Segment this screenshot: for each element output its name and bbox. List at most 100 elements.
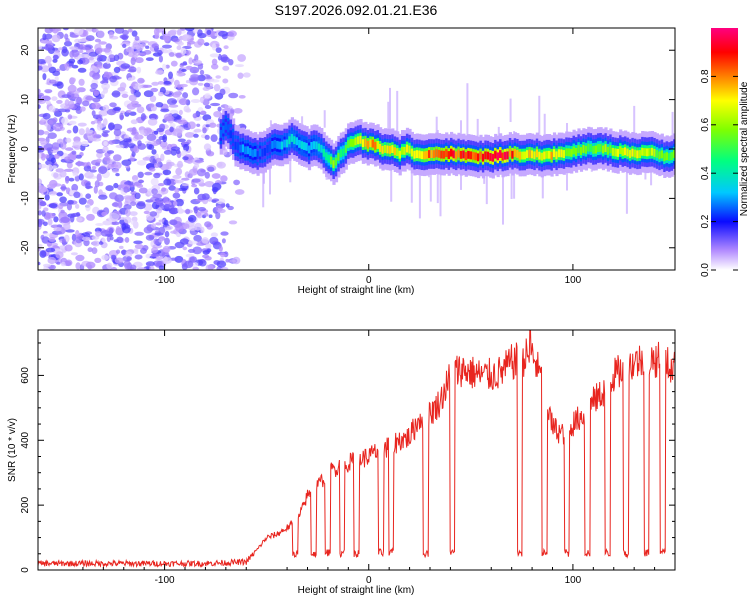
ridge-cell xyxy=(320,144,324,153)
noise-speckle xyxy=(38,88,41,94)
noise-speckle xyxy=(184,260,194,269)
noise-speckle xyxy=(81,162,89,167)
noise-speckle xyxy=(92,130,97,139)
ridge-cell xyxy=(601,145,606,154)
ridge-cell xyxy=(484,151,488,160)
noise-speckle xyxy=(209,122,217,128)
noise-speckle xyxy=(183,143,190,152)
noise-speckle xyxy=(52,123,60,131)
noise-speckle xyxy=(206,29,212,35)
ridge-cell xyxy=(523,151,527,160)
x-tick-label: 0 xyxy=(366,275,372,286)
noise-speckle xyxy=(47,132,57,139)
ridge-cell xyxy=(508,148,512,157)
noise-speckle xyxy=(220,203,226,208)
noise-speckle xyxy=(180,47,187,55)
noise-speckle xyxy=(134,35,140,41)
ridge-cell xyxy=(540,152,544,161)
ridge-cell xyxy=(459,150,463,159)
noise-speckle xyxy=(134,134,144,140)
ridge-cell xyxy=(229,130,233,139)
ridge-cell xyxy=(626,148,630,157)
noise-speckle xyxy=(58,204,64,210)
noise-speckle xyxy=(211,58,218,66)
ridge-cell xyxy=(408,145,412,154)
noise-speckle xyxy=(121,159,132,166)
noise-speckle xyxy=(136,267,147,270)
noise-speckle xyxy=(202,86,210,91)
colorbar-tick-label: 0.0 xyxy=(700,263,711,277)
x-tick-label: 100 xyxy=(565,575,582,586)
noise-speckle xyxy=(95,47,103,55)
ridge-cell xyxy=(396,148,400,156)
ridge-cell xyxy=(236,142,241,151)
noise-speckle xyxy=(211,198,220,202)
faint-streak xyxy=(485,171,488,205)
noise-speckle xyxy=(91,166,97,170)
x-tick-label: 100 xyxy=(565,275,582,286)
noise-speckle xyxy=(178,98,188,106)
noise-speckle xyxy=(136,66,142,74)
noise-speckle xyxy=(123,204,132,210)
noise-speckle xyxy=(71,49,80,57)
noise-speckle xyxy=(235,64,244,68)
noise-speckle xyxy=(91,235,100,240)
noise-speckle xyxy=(44,55,52,64)
noise-speckle xyxy=(59,196,67,203)
ridge-cell xyxy=(653,148,657,157)
noise-speckle xyxy=(225,258,230,263)
noise-speckle xyxy=(70,77,76,83)
noise-speckle xyxy=(51,96,58,101)
ridge-cell xyxy=(310,142,314,150)
noise-speckle xyxy=(210,232,218,237)
noise-speckle xyxy=(158,238,163,243)
noise-speckle xyxy=(124,263,131,269)
noise-speckle xyxy=(68,120,77,125)
noise-speckle xyxy=(204,105,212,109)
noise-speckle xyxy=(69,214,75,223)
noise-speckle xyxy=(71,233,77,242)
ridge-cell xyxy=(315,141,319,150)
noise-speckle xyxy=(46,164,53,172)
noise-speckle xyxy=(109,102,117,108)
noise-speckle xyxy=(199,96,205,104)
noise-speckle xyxy=(150,253,160,257)
noise-speckle xyxy=(43,221,48,227)
noise-speckle xyxy=(69,46,79,51)
noise-speckle xyxy=(76,217,83,222)
ridge-cell xyxy=(234,141,238,150)
noise-speckle xyxy=(185,208,191,215)
noise-speckle xyxy=(53,227,62,232)
noise-speckle xyxy=(123,141,130,149)
noise-speckle xyxy=(154,31,160,40)
noise-speckle xyxy=(38,152,42,160)
noise-speckle xyxy=(164,230,170,238)
ridge-cell xyxy=(281,141,285,150)
noise-speckle xyxy=(48,237,56,242)
noise-speckle xyxy=(123,138,132,143)
noise-speckle xyxy=(80,106,86,112)
ridge-cell xyxy=(261,148,265,157)
noise-speckle xyxy=(94,180,100,188)
snr-marks xyxy=(38,330,675,569)
noise-speckle xyxy=(162,134,168,143)
noise-speckle xyxy=(217,106,222,112)
noise-speckle xyxy=(162,33,172,42)
noise-speckle xyxy=(202,250,210,255)
noise-speckle xyxy=(95,162,101,167)
noise-speckle xyxy=(98,241,104,245)
noise-speckle xyxy=(222,78,229,84)
ridge-cell xyxy=(332,160,336,169)
ridge-cell xyxy=(334,157,339,166)
noise-speckle xyxy=(225,203,230,208)
noise-speckle xyxy=(85,203,91,212)
noise-speckle xyxy=(145,140,154,144)
ridge-cell xyxy=(481,153,486,162)
noise-speckle xyxy=(136,160,147,166)
noise-speckle xyxy=(63,63,70,68)
noise-speckle xyxy=(176,149,181,155)
snr-series-line xyxy=(38,330,675,569)
noise-speckle xyxy=(176,45,182,50)
ridge-cell xyxy=(450,148,454,157)
noise-speckle xyxy=(182,36,188,41)
